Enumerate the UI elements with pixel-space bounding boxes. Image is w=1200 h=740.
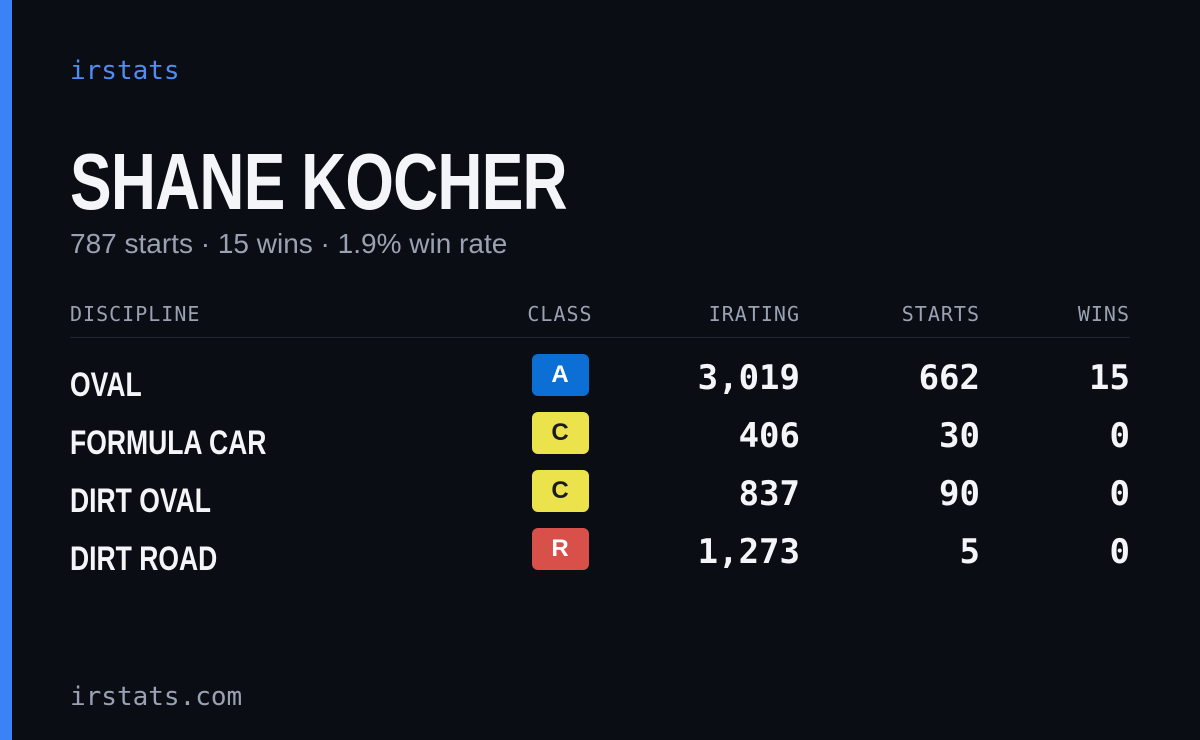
class-badge: C (531, 412, 589, 454)
irating: 406 (738, 416, 800, 456)
accent-bar (0, 0, 12, 740)
irating: 837 (738, 474, 800, 514)
column-header: WINS (1077, 302, 1130, 326)
discipline: DIRT OVAL (70, 482, 211, 520)
starts: 5 (959, 532, 980, 572)
column-header: STARTS (901, 302, 980, 326)
summary: 787 starts · 15 wins · 1.9% win rate (70, 228, 508, 259)
discipline: DIRT ROAD (70, 540, 218, 578)
starts: 662 (918, 358, 980, 398)
class-badge: A (531, 354, 589, 396)
brand: irstats (70, 56, 180, 86)
wins: 0 (1109, 532, 1130, 572)
class-badge: C (531, 470, 589, 512)
header-rule (70, 337, 1130, 338)
column-header: CLASS (527, 302, 593, 326)
starts: 90 (939, 474, 980, 514)
class-badge: R (531, 528, 589, 570)
irating: 3,019 (697, 358, 800, 398)
discipline: FORMULA CAR (70, 424, 267, 462)
discipline: OVAL (70, 366, 142, 404)
column-header: DISCIPLINE (70, 302, 201, 326)
wins: 15 (1089, 358, 1130, 398)
wins: 0 (1109, 416, 1130, 456)
irating: 1,273 (697, 532, 800, 572)
footer: irstats.com (70, 682, 243, 712)
player-name: SHANE KOCHER (70, 137, 568, 226)
wins: 0 (1109, 474, 1130, 514)
starts: 30 (939, 416, 980, 456)
column-header: IRATING (708, 302, 800, 326)
